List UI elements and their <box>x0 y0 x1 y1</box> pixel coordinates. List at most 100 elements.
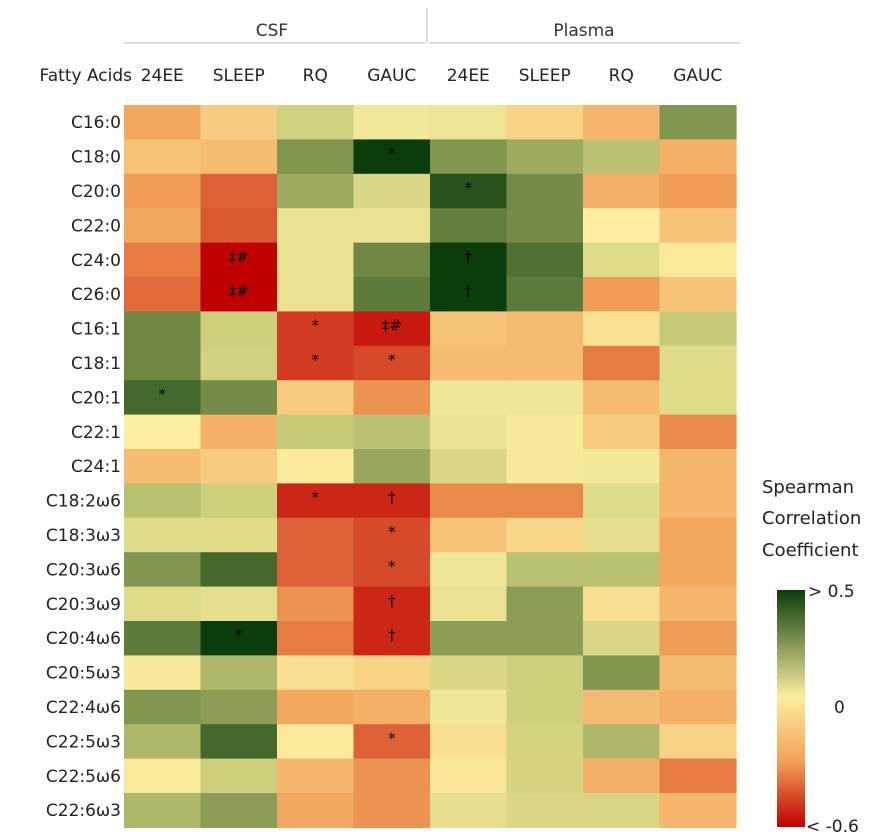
significance-mark: ‡# <box>382 317 402 335</box>
heatmap-cell <box>506 689 584 725</box>
heatmap-cell <box>124 758 202 794</box>
heatmap-cell <box>659 689 737 725</box>
heatmap-cell <box>200 345 278 381</box>
row-label: C18:2ω6 <box>46 492 121 512</box>
significance-mark: † <box>465 282 473 300</box>
heatmap-cell <box>277 105 355 140</box>
row-label: C24:0 <box>71 251 121 271</box>
heatmap-cell <box>659 105 737 140</box>
heatmap-cell <box>200 208 278 244</box>
heatmap-cell <box>277 173 355 209</box>
significance-mark: * <box>159 385 167 403</box>
heatmap-cell <box>583 380 661 416</box>
heatmap-cell <box>200 139 278 175</box>
heatmap-cell <box>506 311 584 347</box>
row-label: C18:1 <box>71 354 121 374</box>
heatmap-cell <box>353 449 431 484</box>
row-label: C18:0 <box>71 148 121 168</box>
heatmap-cell <box>659 655 737 691</box>
row-label: C20:1 <box>71 388 121 408</box>
heatmap-cell <box>583 793 661 828</box>
heatmap-cell <box>659 517 737 553</box>
heatmap-cell <box>659 724 737 760</box>
heatmap-cell <box>506 139 584 175</box>
heatmap-cell <box>506 621 584 656</box>
heatmap-cell <box>430 414 508 450</box>
row-labels: C16:0 C18:0 C20:0 C22:0 C24:0 C26:0 C16:1 C18:1… <box>46 113 121 821</box>
heatmap-cell <box>124 242 202 278</box>
heatmap-cell <box>659 277 737 312</box>
column-label: GAUC <box>673 66 722 86</box>
heatmap-cell <box>277 517 355 553</box>
heatmap-cell <box>506 724 584 760</box>
row-label: C18:3ω3 <box>46 526 121 546</box>
heatmap-cell <box>353 242 431 278</box>
heatmap-cell <box>583 105 661 140</box>
heatmap-cells <box>124 105 737 828</box>
heatmap-cell <box>506 345 584 381</box>
heatmap-cell <box>200 414 278 450</box>
heatmap-cell <box>430 483 508 519</box>
heatmap-cell <box>583 758 661 794</box>
column-label: SLEEP <box>213 66 265 86</box>
heatmap-cell <box>430 724 508 760</box>
heatmap-cell <box>200 586 278 622</box>
column-label: 24EE <box>447 66 490 86</box>
heatmap-cell <box>506 173 584 209</box>
row-header-label: Fatty Acids <box>40 66 133 86</box>
heatmap-cell <box>353 208 431 244</box>
heatmap-cell <box>277 311 355 347</box>
heatmap-cell <box>277 621 355 656</box>
heatmap-cell <box>124 345 202 381</box>
heatmap-cell <box>200 793 278 828</box>
legend-gradient-bar <box>777 590 805 827</box>
heatmap-cell <box>583 483 661 519</box>
heatmap-cell <box>124 655 202 691</box>
heatmap-cell <box>506 586 584 622</box>
heatmap-cell <box>353 758 431 794</box>
heatmap-cell <box>506 449 584 484</box>
heatmap-cell <box>430 345 508 381</box>
heatmap-cell <box>430 208 508 244</box>
heatmap-cell <box>200 173 278 209</box>
heatmap-cell <box>353 621 431 656</box>
significance-mark: † <box>388 626 396 644</box>
heatmap-cell <box>277 139 355 175</box>
heatmap-cell <box>200 621 278 656</box>
heatmap-cell <box>277 758 355 794</box>
heatmap-cell <box>659 793 737 828</box>
heatmap-cell <box>506 105 584 140</box>
heatmap-cell <box>277 483 355 519</box>
heatmap-cell <box>200 311 278 347</box>
significance-mark: * <box>388 523 396 541</box>
heatmap-cell <box>430 552 508 588</box>
heatmap-cell <box>506 208 584 244</box>
heatmap-cell <box>583 586 661 622</box>
heatmap-cell <box>124 483 202 519</box>
heatmap-cell <box>200 689 278 725</box>
heatmap-cell <box>277 277 355 312</box>
heatmap-cell <box>583 517 661 553</box>
legend-min-label: < -0.6 <box>806 817 859 837</box>
row-label: C22:4ω6 <box>46 698 121 718</box>
heatmap-cell <box>583 552 661 588</box>
significance-mark: * <box>388 351 396 369</box>
heatmap-cell <box>353 345 431 381</box>
heatmap-cell <box>659 552 737 588</box>
heatmap-cell <box>583 621 661 656</box>
heatmap-cell <box>124 793 202 828</box>
heatmap-cell <box>659 483 737 519</box>
heatmap-cell <box>659 449 737 484</box>
heatmap-cell <box>353 139 431 175</box>
heatmap-cell <box>430 586 508 622</box>
heatmap-cell <box>430 621 508 656</box>
heatmap-cell <box>506 242 584 278</box>
group-label-plasma: Plasma <box>553 21 614 41</box>
significance-marks: * * ‡# † ‡# † * ‡# * * * * † * * † * † * <box>159 145 473 748</box>
heatmap-cell <box>124 689 202 725</box>
heatmap-cell <box>124 621 202 656</box>
column-label: 24EE <box>141 66 184 86</box>
row-label: C20:5ω3 <box>46 664 121 684</box>
heatmap-cell <box>124 380 202 416</box>
significance-mark: † <box>388 592 396 610</box>
